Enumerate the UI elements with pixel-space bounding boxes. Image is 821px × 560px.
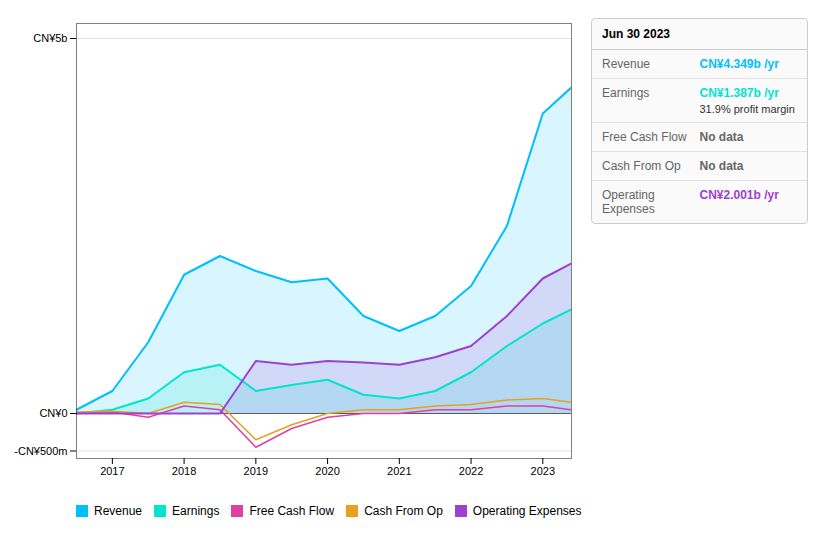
html-text:Earnings: Earnings <box>602 86 650 100</box>
html-text:CN¥1.387b /yr: CN¥1.387b /yr <box>699 86 779 100</box>
html-text:Free Cash Flow: Free Cash Flow <box>249 503 335 518</box>
html-text:Cash From Op: Cash From Op <box>602 159 681 173</box>
html-text:Operating Expenses: Operating Expenses <box>602 188 655 216</box>
svg-text:2018: 2018 <box>172 465 196 477</box>
html-text:CN¥2.001b /yr: CN¥2.001b /yr <box>699 188 779 202</box>
html-text:Free Cash Flow: Free Cash Flow <box>602 130 687 144</box>
html-text:Cash From Op: Cash From Op <box>364 503 443 518</box>
html-text:31.9% profit margin: 31.9% profit margin <box>699 103 795 115</box>
html-text:Earnings: Earnings <box>172 503 220 518</box>
html-text:No data: No data <box>699 159 744 173</box>
svg-text:-CN¥500m: -CN¥500m <box>14 445 67 457</box>
svg-text:2022: 2022 <box>459 465 483 477</box>
svg-text:CN¥5b: CN¥5b <box>33 32 67 44</box>
html-text:Operating Expenses: Operating Expenses <box>472 503 582 518</box>
svg-text:CN¥0: CN¥0 <box>39 407 67 419</box>
html-text:Revenue: Revenue <box>602 57 650 71</box>
svg-text:2019: 2019 <box>244 465 268 477</box>
svg-text:2017: 2017 <box>100 465 124 477</box>
svg-text:2021: 2021 <box>387 465 411 477</box>
html-text:Jun 30 2023: Jun 30 2023 <box>602 27 670 41</box>
html-text:Revenue: Revenue <box>94 503 142 518</box>
html-text:CN¥4.349b /yr: CN¥4.349b /yr <box>699 57 779 71</box>
svg-text:2020: 2020 <box>315 465 339 477</box>
html-text:No data: No data <box>699 130 744 144</box>
svg-text:2023: 2023 <box>531 465 555 477</box>
